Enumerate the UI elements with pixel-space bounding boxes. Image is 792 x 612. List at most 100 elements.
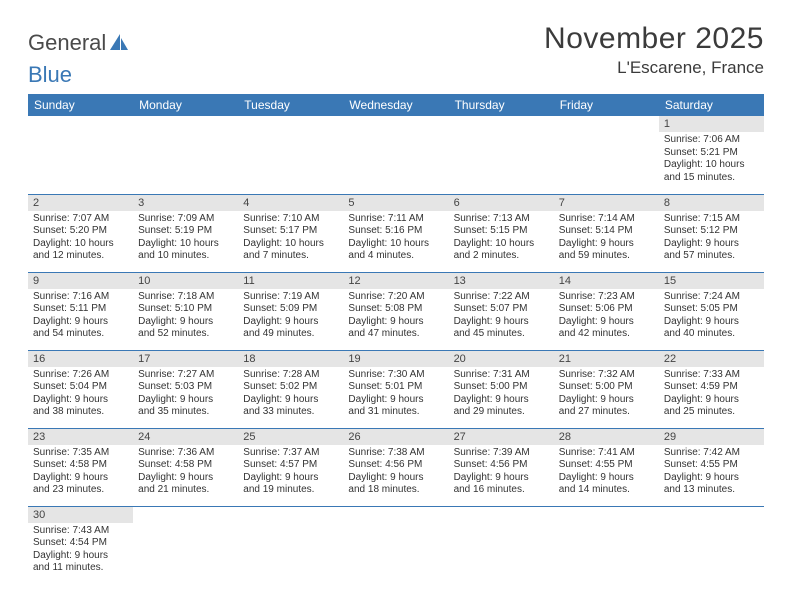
calendar-cell	[554, 506, 659, 584]
day-number: 30	[28, 507, 133, 523]
daylight-text: Daylight: 9 hours	[559, 394, 654, 407]
daylight-text: Daylight: 9 hours	[243, 394, 338, 407]
daylight-text: and 12 minutes.	[33, 250, 128, 263]
sunrise-text: Sunrise: 7:43 AM	[33, 525, 128, 538]
day-number: 26	[343, 429, 448, 445]
daylight-text: Daylight: 9 hours	[138, 316, 233, 329]
sunrise-text: Sunrise: 7:20 AM	[348, 291, 443, 304]
calendar-cell: 2Sunrise: 7:07 AMSunset: 5:20 PMDaylight…	[28, 194, 133, 272]
day-number	[554, 116, 659, 132]
daylight-text: Daylight: 9 hours	[243, 472, 338, 485]
day-number	[238, 507, 343, 523]
cell-body: Sunrise: 7:35 AMSunset: 4:58 PMDaylight:…	[28, 445, 133, 500]
calendar-cell: 19Sunrise: 7:30 AMSunset: 5:01 PMDayligh…	[343, 350, 448, 428]
calendar-cell: 21Sunrise: 7:32 AMSunset: 5:00 PMDayligh…	[554, 350, 659, 428]
calendar-cell: 9Sunrise: 7:16 AMSunset: 5:11 PMDaylight…	[28, 272, 133, 350]
calendar-cell	[449, 116, 554, 194]
daylight-text: Daylight: 9 hours	[664, 316, 759, 329]
daylight-text: Daylight: 9 hours	[664, 238, 759, 251]
cell-body: Sunrise: 7:39 AMSunset: 4:56 PMDaylight:…	[449, 445, 554, 500]
sunrise-text: Sunrise: 7:38 AM	[348, 447, 443, 460]
day-number	[133, 507, 238, 523]
calendar-cell: 26Sunrise: 7:38 AMSunset: 4:56 PMDayligh…	[343, 428, 448, 506]
calendar-cell: 1Sunrise: 7:06 AMSunset: 5:21 PMDaylight…	[659, 116, 764, 194]
daylight-text: and 27 minutes.	[559, 406, 654, 419]
day-number: 21	[554, 351, 659, 367]
day-number: 20	[449, 351, 554, 367]
calendar-cell: 29Sunrise: 7:42 AMSunset: 4:55 PMDayligh…	[659, 428, 764, 506]
sunset-text: Sunset: 5:09 PM	[243, 303, 338, 316]
daylight-text: Daylight: 9 hours	[33, 394, 128, 407]
month-title: November 2025	[544, 22, 764, 56]
daylight-text: and 35 minutes.	[138, 406, 233, 419]
day-header: Friday	[554, 94, 659, 116]
cell-body: Sunrise: 7:19 AMSunset: 5:09 PMDaylight:…	[238, 289, 343, 344]
sunset-text: Sunset: 5:12 PM	[664, 225, 759, 238]
daylight-text: Daylight: 9 hours	[664, 394, 759, 407]
calendar-cell	[133, 116, 238, 194]
daylight-text: Daylight: 9 hours	[454, 316, 549, 329]
calendar-week-row: 16Sunrise: 7:26 AMSunset: 5:04 PMDayligh…	[28, 350, 764, 428]
daylight-text: Daylight: 10 hours	[454, 238, 549, 251]
calendar-cell: 20Sunrise: 7:31 AMSunset: 5:00 PMDayligh…	[449, 350, 554, 428]
daylight-text: and 52 minutes.	[138, 328, 233, 341]
sunset-text: Sunset: 4:56 PM	[454, 459, 549, 472]
sunset-text: Sunset: 5:00 PM	[454, 381, 549, 394]
cell-body: Sunrise: 7:30 AMSunset: 5:01 PMDaylight:…	[343, 367, 448, 422]
sunrise-text: Sunrise: 7:35 AM	[33, 447, 128, 460]
daylight-text: and 13 minutes.	[664, 484, 759, 497]
calendar-cell	[133, 506, 238, 584]
sunset-text: Sunset: 5:03 PM	[138, 381, 233, 394]
cell-body: Sunrise: 7:14 AMSunset: 5:14 PMDaylight:…	[554, 211, 659, 266]
cell-body	[554, 523, 659, 528]
day-number	[133, 116, 238, 132]
sunrise-text: Sunrise: 7:14 AM	[559, 213, 654, 226]
sunset-text: Sunset: 4:54 PM	[33, 537, 128, 550]
day-number: 27	[449, 429, 554, 445]
day-number	[28, 116, 133, 132]
logo-text-general: General	[28, 30, 106, 56]
calendar-cell: 15Sunrise: 7:24 AMSunset: 5:05 PMDayligh…	[659, 272, 764, 350]
daylight-text: Daylight: 9 hours	[33, 550, 128, 563]
day-number: 2	[28, 195, 133, 211]
calendar-cell: 27Sunrise: 7:39 AMSunset: 4:56 PMDayligh…	[449, 428, 554, 506]
daylight-text: Daylight: 9 hours	[348, 472, 443, 485]
daylight-text: Daylight: 9 hours	[664, 472, 759, 485]
calendar-cell	[343, 506, 448, 584]
sunset-text: Sunset: 5:15 PM	[454, 225, 549, 238]
sunrise-text: Sunrise: 7:11 AM	[348, 213, 443, 226]
daylight-text: Daylight: 9 hours	[454, 394, 549, 407]
sunrise-text: Sunrise: 7:19 AM	[243, 291, 338, 304]
daylight-text: and 2 minutes.	[454, 250, 549, 263]
sunrise-text: Sunrise: 7:31 AM	[454, 369, 549, 382]
daylight-text: Daylight: 9 hours	[138, 394, 233, 407]
daylight-text: Daylight: 9 hours	[348, 394, 443, 407]
day-header: Saturday	[659, 94, 764, 116]
daylight-text: Daylight: 9 hours	[559, 316, 654, 329]
cell-body: Sunrise: 7:33 AMSunset: 4:59 PMDaylight:…	[659, 367, 764, 422]
logo: General	[28, 22, 130, 56]
daylight-text: Daylight: 9 hours	[138, 472, 233, 485]
sunrise-text: Sunrise: 7:24 AM	[664, 291, 759, 304]
sunset-text: Sunset: 4:58 PM	[138, 459, 233, 472]
day-number: 1	[659, 116, 764, 132]
sunset-text: Sunset: 5:20 PM	[33, 225, 128, 238]
calendar-cell: 5Sunrise: 7:11 AMSunset: 5:16 PMDaylight…	[343, 194, 448, 272]
day-number: 9	[28, 273, 133, 289]
sunset-text: Sunset: 5:04 PM	[33, 381, 128, 394]
cell-body: Sunrise: 7:31 AMSunset: 5:00 PMDaylight:…	[449, 367, 554, 422]
calendar-cell: 25Sunrise: 7:37 AMSunset: 4:57 PMDayligh…	[238, 428, 343, 506]
sunrise-text: Sunrise: 7:18 AM	[138, 291, 233, 304]
sunrise-text: Sunrise: 7:10 AM	[243, 213, 338, 226]
day-number: 6	[449, 195, 554, 211]
day-header: Monday	[133, 94, 238, 116]
calendar-cell	[238, 116, 343, 194]
day-number	[449, 507, 554, 523]
sunrise-text: Sunrise: 7:42 AM	[664, 447, 759, 460]
sunrise-text: Sunrise: 7:13 AM	[454, 213, 549, 226]
daylight-text: and 54 minutes.	[33, 328, 128, 341]
day-number: 28	[554, 429, 659, 445]
daylight-text: Daylight: 9 hours	[243, 316, 338, 329]
daylight-text: and 7 minutes.	[243, 250, 338, 263]
daylight-text: and 59 minutes.	[559, 250, 654, 263]
